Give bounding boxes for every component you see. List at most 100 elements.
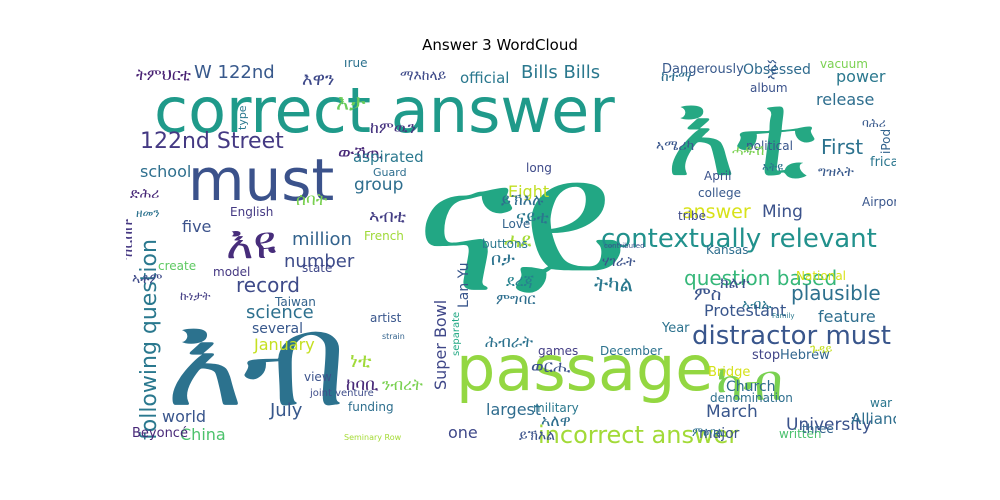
cloud-word-create: create bbox=[158, 259, 196, 273]
cloud-word-contributed: contributed bbox=[604, 242, 645, 250]
cloud-word-type: type bbox=[236, 105, 249, 130]
cloud-word-correct-answer: correct answer bbox=[154, 74, 615, 147]
cloud-word-ge-115: ይኽእል bbox=[519, 428, 555, 444]
cloud-word-ge-22: ውሽጢ bbox=[338, 143, 384, 163]
chart-title: Answer 3 WordCloud bbox=[422, 36, 578, 54]
cloud-word-war: war bbox=[870, 396, 892, 410]
cloud-word-year: Year bbox=[661, 321, 690, 336]
cloud-word-ge-21: እታ bbox=[336, 91, 366, 116]
cloud-word-ge-33: ኣብቲ bbox=[369, 206, 406, 227]
cloud-word-ge-113: ወርሒ bbox=[531, 357, 571, 377]
cloud-word-super-bowl: Super Bowl bbox=[431, 300, 450, 390]
cloud-word-love: Love bbox=[502, 217, 530, 231]
cloud-word-bills-bills: Bills Bills bbox=[521, 62, 600, 83]
cloud-word-funding: funding bbox=[348, 400, 394, 414]
cloud-word-april: April bbox=[704, 169, 731, 183]
cloud-word-model: model bbox=[213, 265, 250, 279]
cloud-word-group: group bbox=[354, 175, 403, 195]
cloud-word-must: must bbox=[188, 146, 334, 214]
cloud-word-protestant: Protestant bbox=[704, 301, 786, 320]
cloud-word-ge-105: ቦታ bbox=[491, 249, 515, 270]
cloud-word-strain: strain bbox=[382, 332, 405, 341]
cloud-word-tribe: tribe bbox=[678, 209, 706, 223]
cloud-word-fricative: fricative bbox=[870, 155, 896, 170]
cloud-word-ge-125: ከተማ bbox=[661, 69, 692, 85]
cloud-word-true: True bbox=[341, 60, 368, 70]
cloud-word-ge-6: እዩ bbox=[226, 215, 276, 269]
cloud-word-ge-120: ኣቶም bbox=[132, 271, 162, 287]
cloud-word-kansas: Kansas bbox=[706, 243, 748, 257]
cloud-word-ge-111: ትካል bbox=[594, 272, 633, 296]
cloud-word-long: long bbox=[526, 161, 552, 175]
cloud-word-record: record bbox=[236, 273, 300, 297]
cloud-word-ge-18: ትምህርቲ bbox=[136, 65, 191, 84]
cloud-word-passage: passage bbox=[456, 332, 713, 405]
cloud-word-ge-114: ኣለዋ bbox=[541, 411, 571, 430]
cloud-word-122nd-street: 122nd Street bbox=[140, 129, 284, 154]
cloud-word-feature: feature bbox=[818, 307, 876, 326]
cloud-word-buttons: buttons bbox=[482, 237, 528, 251]
cloud-word-games: games bbox=[538, 344, 578, 358]
cloud-word-ge-0: ናይ bbox=[416, 118, 628, 334]
cloud-word-english: English bbox=[230, 205, 273, 219]
cloud-word-political: political bbox=[746, 139, 793, 153]
cloud-word-ge-129: ምዕባለ bbox=[692, 425, 723, 439]
cloud-word-ge-119: ንብረት bbox=[382, 375, 423, 394]
cloud-word-denomination: denomination bbox=[710, 391, 793, 405]
cloud-word-ge-131: ባሕሪ bbox=[862, 116, 886, 130]
cloud-word-five: five bbox=[182, 217, 211, 236]
cloud-word-military: military bbox=[533, 401, 579, 415]
cloud-word-guard: Guard bbox=[373, 166, 407, 179]
cloud-word-ge-128: ኣርም bbox=[764, 60, 780, 80]
cloud-word-ge-112: ሕብራት bbox=[485, 332, 533, 351]
cloud-word-ge-36: ሓደ bbox=[504, 228, 531, 252]
cloud-word-million: million bbox=[292, 229, 352, 250]
cloud-word-ge-109: ክልተ bbox=[720, 273, 750, 292]
cloud-word-dangerously: Dangerously bbox=[662, 62, 744, 77]
cloud-word-national: National bbox=[796, 269, 846, 283]
cloud-word-major: major bbox=[699, 426, 740, 442]
cloud-word-seminary-row: Seminary Row bbox=[344, 433, 402, 442]
cloud-word-power: power bbox=[836, 67, 886, 86]
cloud-word-church: Church bbox=[726, 379, 776, 395]
cloud-word-taiwan: Taiwan bbox=[274, 295, 316, 309]
cloud-word-ge-126: ሓዱሽ bbox=[732, 143, 764, 159]
cloud-word-ge-108: ምግባር bbox=[496, 290, 536, 308]
cloud-word-ipod: iPod bbox=[879, 129, 893, 154]
cloud-word-first: First bbox=[821, 135, 863, 159]
cloud-word-distractor-must: distractor must bbox=[692, 321, 891, 351]
cloud-word-march: March bbox=[706, 402, 758, 422]
cloud-word-bridge: Bridge bbox=[708, 365, 750, 380]
cloud-word-following-question: following question bbox=[137, 239, 162, 440]
cloud-word-ge-106: ሃገራት bbox=[602, 254, 636, 270]
cloud-word-ge-121: ኩነታት bbox=[180, 289, 210, 303]
cloud-word-contextually-relevant: contextually relevant bbox=[601, 224, 877, 254]
cloud-word-ge-123: ግዝኣት bbox=[818, 164, 854, 180]
cloud-word-incorrect-answer: incorrect answer bbox=[538, 421, 738, 449]
cloud-word-december: December bbox=[600, 344, 662, 358]
cloud-word-ge-132: ዘመን bbox=[136, 206, 160, 220]
cloud-word-ge-133: ኣትዩ bbox=[762, 160, 783, 174]
cloud-word-ge-116: ኣብኡ bbox=[742, 297, 771, 313]
cloud-word-ge-127: ማእከላይ bbox=[400, 68, 447, 84]
cloud-word-ge-118: ከባቢ bbox=[346, 375, 379, 395]
cloud-word-ge-32: ሰባት bbox=[296, 190, 328, 210]
cloud-word-ge-7: ካብ bbox=[716, 354, 783, 412]
cloud-word-family: Family bbox=[772, 312, 795, 320]
cloud-word-hebrew: Hebrew bbox=[780, 348, 830, 363]
cloud-word-alliance: Alliance bbox=[851, 410, 896, 428]
cloud-word-ge-130: ጉዳይ bbox=[810, 342, 832, 356]
cloud-word-ge-110: ምስ bbox=[694, 284, 721, 305]
cloud-word-separate: separate bbox=[451, 312, 462, 356]
wordcloud-canvas: ናይ እቲ correct answer እብ must passage እዩ ካብ conte… bbox=[126, 60, 896, 449]
cloud-word-ge-35: ናይቲ bbox=[516, 207, 549, 228]
cloud-word-question-based: question based bbox=[684, 266, 837, 290]
cloud-word-written: written bbox=[779, 427, 821, 441]
cloud-word-album: album bbox=[750, 81, 788, 95]
cloud-word-july: July bbox=[269, 400, 303, 421]
cloud-word-artist: artist bbox=[370, 311, 402, 325]
cloud-word-ge-124: ድሕሪ bbox=[130, 186, 159, 202]
cloud-word-plausible: plausible bbox=[791, 281, 881, 305]
